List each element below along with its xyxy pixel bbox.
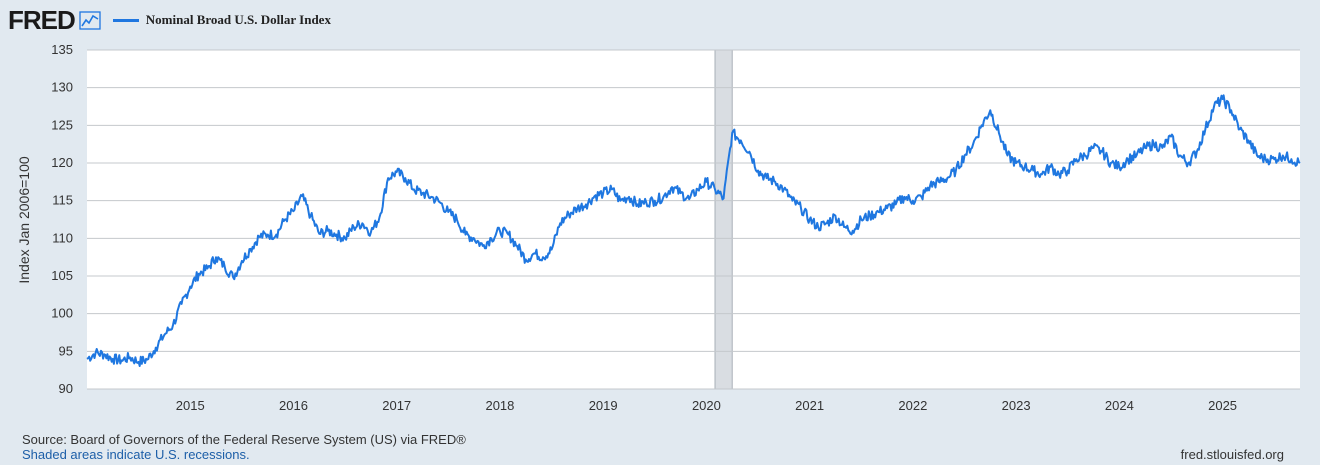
y-tick-label: 130 xyxy=(51,80,73,95)
y-tick-label: 125 xyxy=(51,117,73,132)
recession-band xyxy=(714,49,733,390)
series-line xyxy=(86,94,1301,367)
plot-area xyxy=(87,50,1300,389)
grid xyxy=(87,49,1300,390)
y-tick-label: 100 xyxy=(51,306,73,321)
x-tick-label: 2020 xyxy=(692,398,721,413)
x-axis-ticks: 2015 2016 2017 2018 2019 2020 2021 2022 2023 2024… xyxy=(176,398,1237,413)
y-tick-label: 90 xyxy=(59,381,73,396)
legend-swatch xyxy=(112,18,139,22)
x-tick-label: 2025 xyxy=(1208,398,1237,413)
legend[interactable]: Nominal Broad U.S. Dollar Index xyxy=(112,12,331,28)
x-tick-label: 2019 xyxy=(589,398,618,413)
fred-logo[interactable]: FRED xyxy=(8,5,76,35)
x-tick-label: 2022 xyxy=(898,398,927,413)
recession-shading xyxy=(714,49,733,390)
x-tick-label: 2017 xyxy=(382,398,411,413)
source-text: Source: Board of Governors of the Federa… xyxy=(22,432,466,447)
series xyxy=(86,94,1301,367)
legend-label: Nominal Broad U.S. Dollar Index xyxy=(145,12,331,27)
y-tick-label: 105 xyxy=(51,268,73,283)
recession-note-link[interactable]: Shaded areas indicate U.S. recessions. xyxy=(22,447,250,462)
x-tick-label: 2018 xyxy=(485,398,514,413)
x-tick-label: 2021 xyxy=(795,398,824,413)
footer-source: Source: Board of Governors of the Federa… xyxy=(22,432,466,462)
y-tick-label: 115 xyxy=(52,193,73,208)
y-tick-label: 95 xyxy=(59,343,73,358)
y-axis-title: Index Jan 2006=100 xyxy=(16,156,32,283)
y-tick-label: 120 xyxy=(51,155,73,170)
x-tick-label: 2023 xyxy=(1002,398,1031,413)
y-axis-ticks: 90 95 100 105 110 115 120 125 130 135 xyxy=(51,42,73,396)
x-tick-label: 2016 xyxy=(279,398,308,413)
site-link[interactable]: fred.stlouisfed.org xyxy=(1180,447,1284,462)
x-tick-label: 2024 xyxy=(1105,398,1134,413)
line-chart-icon xyxy=(79,11,101,30)
y-tick-label: 135 xyxy=(51,42,73,57)
x-tick-label: 2015 xyxy=(176,398,205,413)
y-tick-label: 110 xyxy=(52,230,73,245)
chart-header: FRED Nominal Broad U.S. Dollar Index xyxy=(8,4,331,36)
